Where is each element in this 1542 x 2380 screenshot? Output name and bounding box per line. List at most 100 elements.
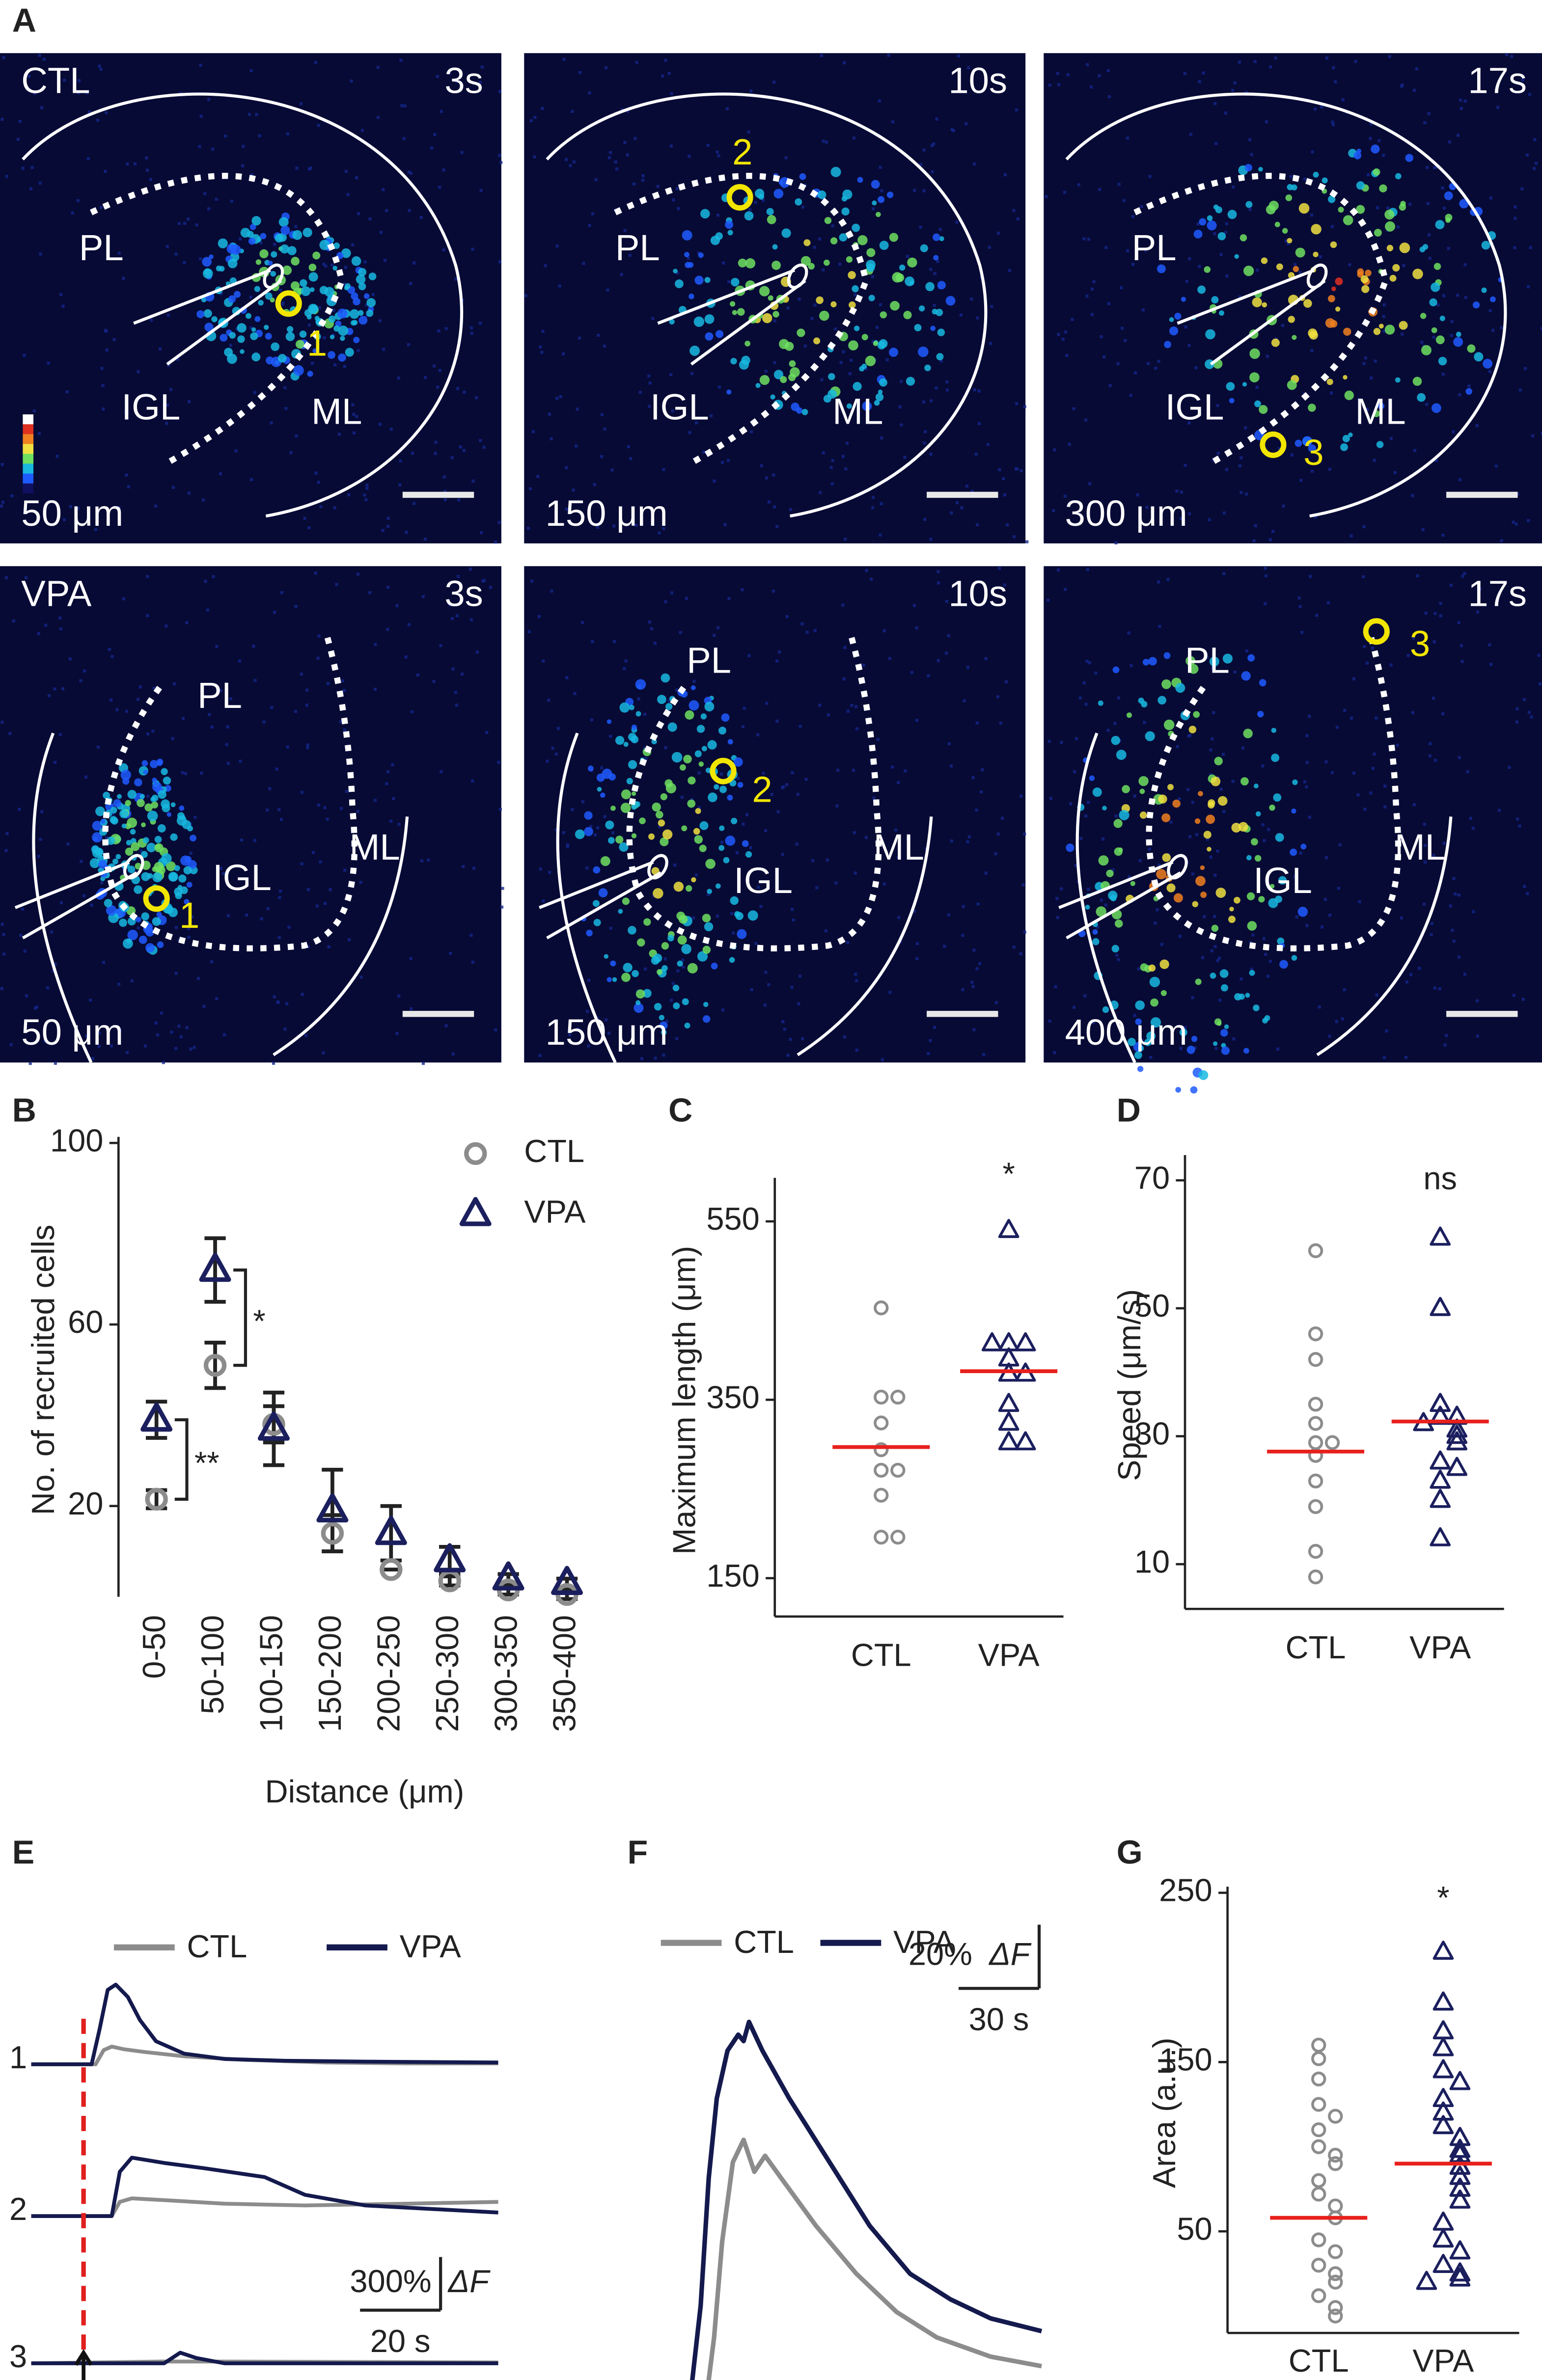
noise: [627, 445, 630, 449]
noise: [721, 460, 724, 464]
noise: [824, 929, 827, 933]
cell-signal: [795, 198, 802, 206]
panel-label: C: [668, 1091, 692, 1129]
noise: [314, 61, 317, 64]
cell-signal: [350, 320, 356, 326]
data-point: [1311, 2037, 1326, 2053]
noise: [1402, 264, 1405, 268]
noise: [1323, 898, 1327, 901]
noise: [2, 952, 6, 956]
noise: [378, 319, 382, 323]
noise: [1514, 205, 1517, 209]
noise: [1048, 83, 1051, 87]
data-point: [1311, 2097, 1326, 2112]
noise: [1256, 269, 1259, 272]
cell-signal: [141, 872, 150, 881]
noise: [772, 505, 776, 509]
cell-signal: [684, 252, 689, 258]
noise: [720, 840, 724, 844]
noise: [165, 422, 168, 425]
cell-signal: [1300, 843, 1307, 850]
noise: [44, 623, 48, 627]
cell-signal: [694, 835, 703, 844]
noise: [1332, 66, 1335, 70]
noise: [1176, 745, 1179, 749]
noise: [339, 807, 343, 810]
noise: [52, 969, 55, 973]
noise: [1426, 202, 1430, 205]
cell-signal: [1198, 1070, 1209, 1080]
noise: [1148, 175, 1152, 178]
cell-signal: [700, 713, 707, 720]
cell-signal: [299, 330, 307, 338]
noise: [970, 489, 974, 493]
noise: [1406, 654, 1410, 657]
noise: [303, 516, 306, 520]
cell-signal: [780, 376, 787, 383]
noise: [1537, 653, 1541, 657]
trace: [31, 2156, 498, 2218]
cell-signal: [718, 727, 726, 735]
noise: [1262, 937, 1266, 941]
cell-signal: [228, 295, 236, 303]
noise: [191, 915, 194, 919]
pipette: [22, 871, 138, 940]
noise: [1350, 716, 1353, 720]
noise: [1253, 60, 1257, 63]
noise: [855, 727, 859, 730]
noise: [1438, 987, 1441, 991]
noise: [1430, 933, 1433, 936]
noise: [475, 650, 479, 654]
noise: [310, 361, 314, 365]
cell-signal: [98, 860, 107, 869]
ml-boundary: [556, 732, 617, 1063]
cell-signal: [358, 282, 366, 291]
data-point: [1308, 1243, 1323, 1258]
noise: [947, 634, 950, 637]
cell-signal: [699, 821, 709, 830]
data-point: [1430, 1297, 1451, 1316]
noise: [365, 303, 368, 307]
noise: [1460, 660, 1464, 663]
noise: [0, 922, 4, 926]
noise: [307, 526, 311, 530]
noise: [1084, 703, 1088, 706]
cell-signal: [619, 842, 629, 852]
colormap: [23, 434, 34, 444]
cell-signal: [1243, 1048, 1249, 1054]
cell-signal: [604, 954, 609, 959]
noise: [568, 1033, 572, 1037]
noise: [784, 156, 788, 160]
data-point: [1308, 1569, 1323, 1585]
noise: [1231, 780, 1235, 783]
cell-signal: [936, 309, 943, 316]
noise: [1371, 647, 1374, 650]
cell-signal: [868, 295, 875, 301]
noise: [573, 692, 577, 695]
noise: [845, 441, 849, 445]
noise: [880, 189, 883, 192]
noise: [494, 541, 497, 544]
noise: [322, 263, 326, 266]
noise: [469, 326, 473, 330]
data-point: [1432, 1991, 1454, 2011]
noise: [1137, 967, 1140, 971]
cell-signal: [266, 356, 274, 365]
cell-signal: [1113, 819, 1123, 828]
noise: [945, 599, 948, 603]
noise: [820, 54, 823, 57]
noise: [1213, 873, 1217, 877]
data-point: [998, 1218, 1019, 1238]
noise: [249, 326, 253, 330]
noise: [732, 931, 735, 935]
noise: [1012, 946, 1016, 949]
cell-signal: [312, 251, 321, 260]
cell-signal: [1420, 313, 1427, 319]
y-tick-label: 250: [1159, 1872, 1212, 1908]
cell-signal: [1148, 964, 1156, 972]
cell-signal: [711, 962, 718, 970]
data-point: [1432, 1941, 1454, 1960]
noise: [33, 1006, 37, 1010]
data-point: [1430, 1527, 1451, 1546]
noise: [1012, 209, 1016, 212]
